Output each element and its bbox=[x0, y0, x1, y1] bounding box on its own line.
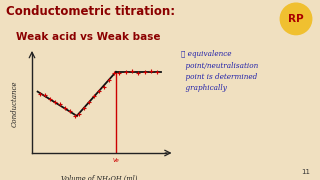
Text: Ve: Ve bbox=[113, 158, 119, 163]
Text: Weak acid vs Weak base: Weak acid vs Weak base bbox=[16, 32, 161, 42]
Text: Conductometric titration:: Conductometric titration: bbox=[6, 5, 176, 18]
Text: RP: RP bbox=[288, 14, 304, 24]
Circle shape bbox=[280, 3, 312, 35]
Text: 11: 11 bbox=[301, 169, 310, 175]
Text: ❖ equivalence
  point/neutralisation
  point is determined
  graphically: ❖ equivalence point/neutralisation point… bbox=[181, 50, 258, 92]
Text: Conductance: Conductance bbox=[11, 80, 19, 127]
Text: Volume of NH₄OH (ml): Volume of NH₄OH (ml) bbox=[61, 175, 137, 180]
